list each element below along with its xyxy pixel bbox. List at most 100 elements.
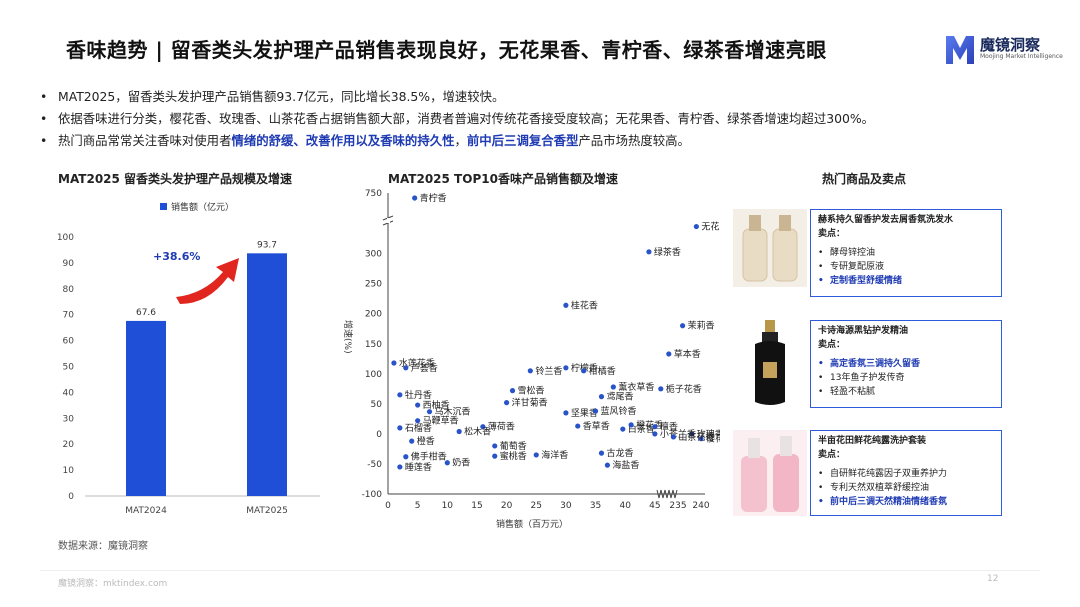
scatter-chart: -100 -50 0 50 100 150 200 250 300 750 0 5 10 15 20 25 30…	[342, 189, 720, 530]
point-芦荟香	[403, 365, 409, 371]
x-tick-label: 35	[590, 501, 601, 511]
legend-label: 销售额（亿元）	[171, 201, 234, 213]
y-tick-label: -50	[367, 460, 382, 470]
y-tick-label: 50	[371, 400, 383, 410]
point-乌木沉香	[426, 409, 433, 415]
y-tick-label: 30	[63, 414, 75, 424]
point-label: 蜜桃香	[500, 450, 527, 462]
point-柑橘香	[581, 368, 587, 374]
point-label: 奶香	[452, 457, 470, 469]
x-tick-label: 30	[560, 501, 572, 511]
point-葡萄香	[492, 443, 498, 449]
selling-point: • 专利天然双植萃舒缓控油	[818, 483, 930, 493]
point-label: 橙香	[417, 435, 435, 447]
y-axis-gap	[387, 218, 390, 223]
x-tick-label: MAT2024	[125, 506, 167, 516]
point-label: 芦荟香	[411, 362, 438, 374]
point-青柠香	[412, 195, 418, 201]
x-axis-break-icon	[656, 489, 678, 499]
point-玫瑰香	[689, 431, 695, 437]
point-label: 睡莲香	[405, 461, 432, 473]
bar-chart: 销售额（亿元） 0 10 20 30 40 50 60 70 80 90 100 67.6 MAT2024…	[57, 201, 320, 516]
point-label: 石榴香	[405, 422, 432, 434]
point-label: 蓝风铃香	[601, 405, 637, 417]
point-海盐香	[604, 462, 611, 468]
y-tick-label: 10	[63, 466, 75, 476]
selling-point: • 高定香氛三调持久留香	[818, 359, 921, 369]
point-label: 桂花香	[571, 299, 598, 311]
x-tick-label: 20	[501, 501, 513, 511]
point-香草香	[575, 423, 581, 429]
brand-logo: 魔镜洞察 Moojing Market Intelligence	[944, 32, 1063, 68]
point-label: 薰衣草香	[618, 381, 654, 393]
point-坚果香	[563, 410, 569, 416]
point-label: 茉莉香	[688, 320, 715, 332]
footer-text: 魔镜洞察：mktindex.com	[58, 579, 168, 589]
x-tick-label: 10	[442, 501, 454, 511]
x-axis-label: 销售额（百万元）	[496, 518, 568, 530]
product-card-1: 赫系持久留香护发去屑香氛洗发水 卖点： • 酵母锌控油 • 专研复配原液 • 定制香型…	[810, 209, 1002, 297]
x-tick-label: MAT2025	[246, 506, 288, 516]
logo-subtitle: Moojing Market Intelligence	[980, 53, 1063, 60]
point-白茶香	[620, 426, 626, 432]
product-card-3: 半亩花田鲜花纯露洗护套装 卖点： • 自研鲜花纯露因子双重养护力 • 专利天然双植萃…	[810, 430, 1002, 516]
point-label: 坚果香	[571, 408, 598, 419]
point-label: 栀子花香	[666, 383, 702, 395]
point-label: 雪松香	[518, 385, 545, 397]
point-西柚香	[415, 402, 421, 408]
product-name: 半亩花田鲜花纯露洗护套装	[818, 436, 927, 446]
legend-swatch	[160, 203, 167, 210]
left-panel-title: MAT2025 留香类头发护理产品规模及增速	[58, 172, 293, 186]
selling-points-label: 卖点：	[818, 340, 846, 350]
point-雪松香	[509, 388, 516, 394]
x-tick-label: 235	[669, 501, 686, 511]
y-tick-label: -100	[362, 490, 383, 500]
point-铃兰香	[527, 368, 533, 374]
point-山茶花香	[670, 434, 676, 440]
y-tick-label: 90	[63, 259, 75, 269]
point-橙花香	[628, 422, 634, 428]
logo-m-icon	[946, 36, 974, 64]
point-茉莉香	[680, 323, 686, 329]
y-tick-label: 750	[365, 189, 382, 199]
mid-panel-title: MAT2025 TOP10香味产品销售额及增速	[388, 172, 618, 186]
point-松木香	[456, 428, 462, 435]
selling-points-label: 卖点：	[818, 450, 846, 460]
x-tick-label: 40	[619, 501, 631, 511]
point-label: 佛手柑香	[411, 451, 447, 463]
product-name: 卡诗海源黑钻护发精油	[818, 326, 909, 336]
point-label: 樱花香	[706, 433, 720, 445]
data-source: 数据来源：魔镜洞察	[58, 541, 148, 552]
point-小苍兰香	[652, 431, 658, 437]
point-label: 白茶香	[628, 423, 655, 435]
growth-arrow-icon	[176, 258, 239, 304]
point-栀子花香	[658, 386, 664, 392]
point-无花果香	[693, 223, 699, 230]
point-奶香	[444, 460, 450, 466]
point-label: 鸢尾香	[606, 391, 633, 403]
x-tick-label: 0	[385, 501, 391, 511]
bullet-item: • MAT2025，留香类头发护理产品销售额93.7亿元，同比增长38.5%，增速…	[40, 89, 505, 104]
point-石榴香	[397, 425, 403, 431]
y-tick-label: 100	[365, 370, 382, 380]
y-tick-label: 80	[63, 285, 75, 295]
page-number: 12	[987, 574, 999, 584]
selling-point: • 定制香型舒缓情绪	[818, 276, 903, 286]
point-label: 香草香	[583, 420, 610, 432]
point-label: 小苍兰香	[660, 428, 696, 440]
product-image-set	[733, 430, 807, 516]
selling-point: • 前中后三调天然精油情绪香氛	[818, 497, 948, 507]
point-檀香	[652, 424, 658, 430]
product-image-oil	[733, 316, 807, 410]
bar-value-label: 67.6	[136, 308, 156, 318]
point-薄荷香	[480, 424, 486, 430]
point-鸢尾香	[598, 394, 605, 400]
x-tick-label: 15	[471, 501, 482, 511]
point-马鞭草香	[415, 418, 421, 424]
y-tick-label: 40	[63, 388, 75, 398]
point-薰衣草香	[610, 384, 616, 390]
point-label: 古龙香	[606, 447, 633, 459]
point-佛手柑香	[403, 454, 409, 460]
point-古龙香	[598, 450, 605, 456]
growth-label: +38.6%	[153, 250, 200, 263]
